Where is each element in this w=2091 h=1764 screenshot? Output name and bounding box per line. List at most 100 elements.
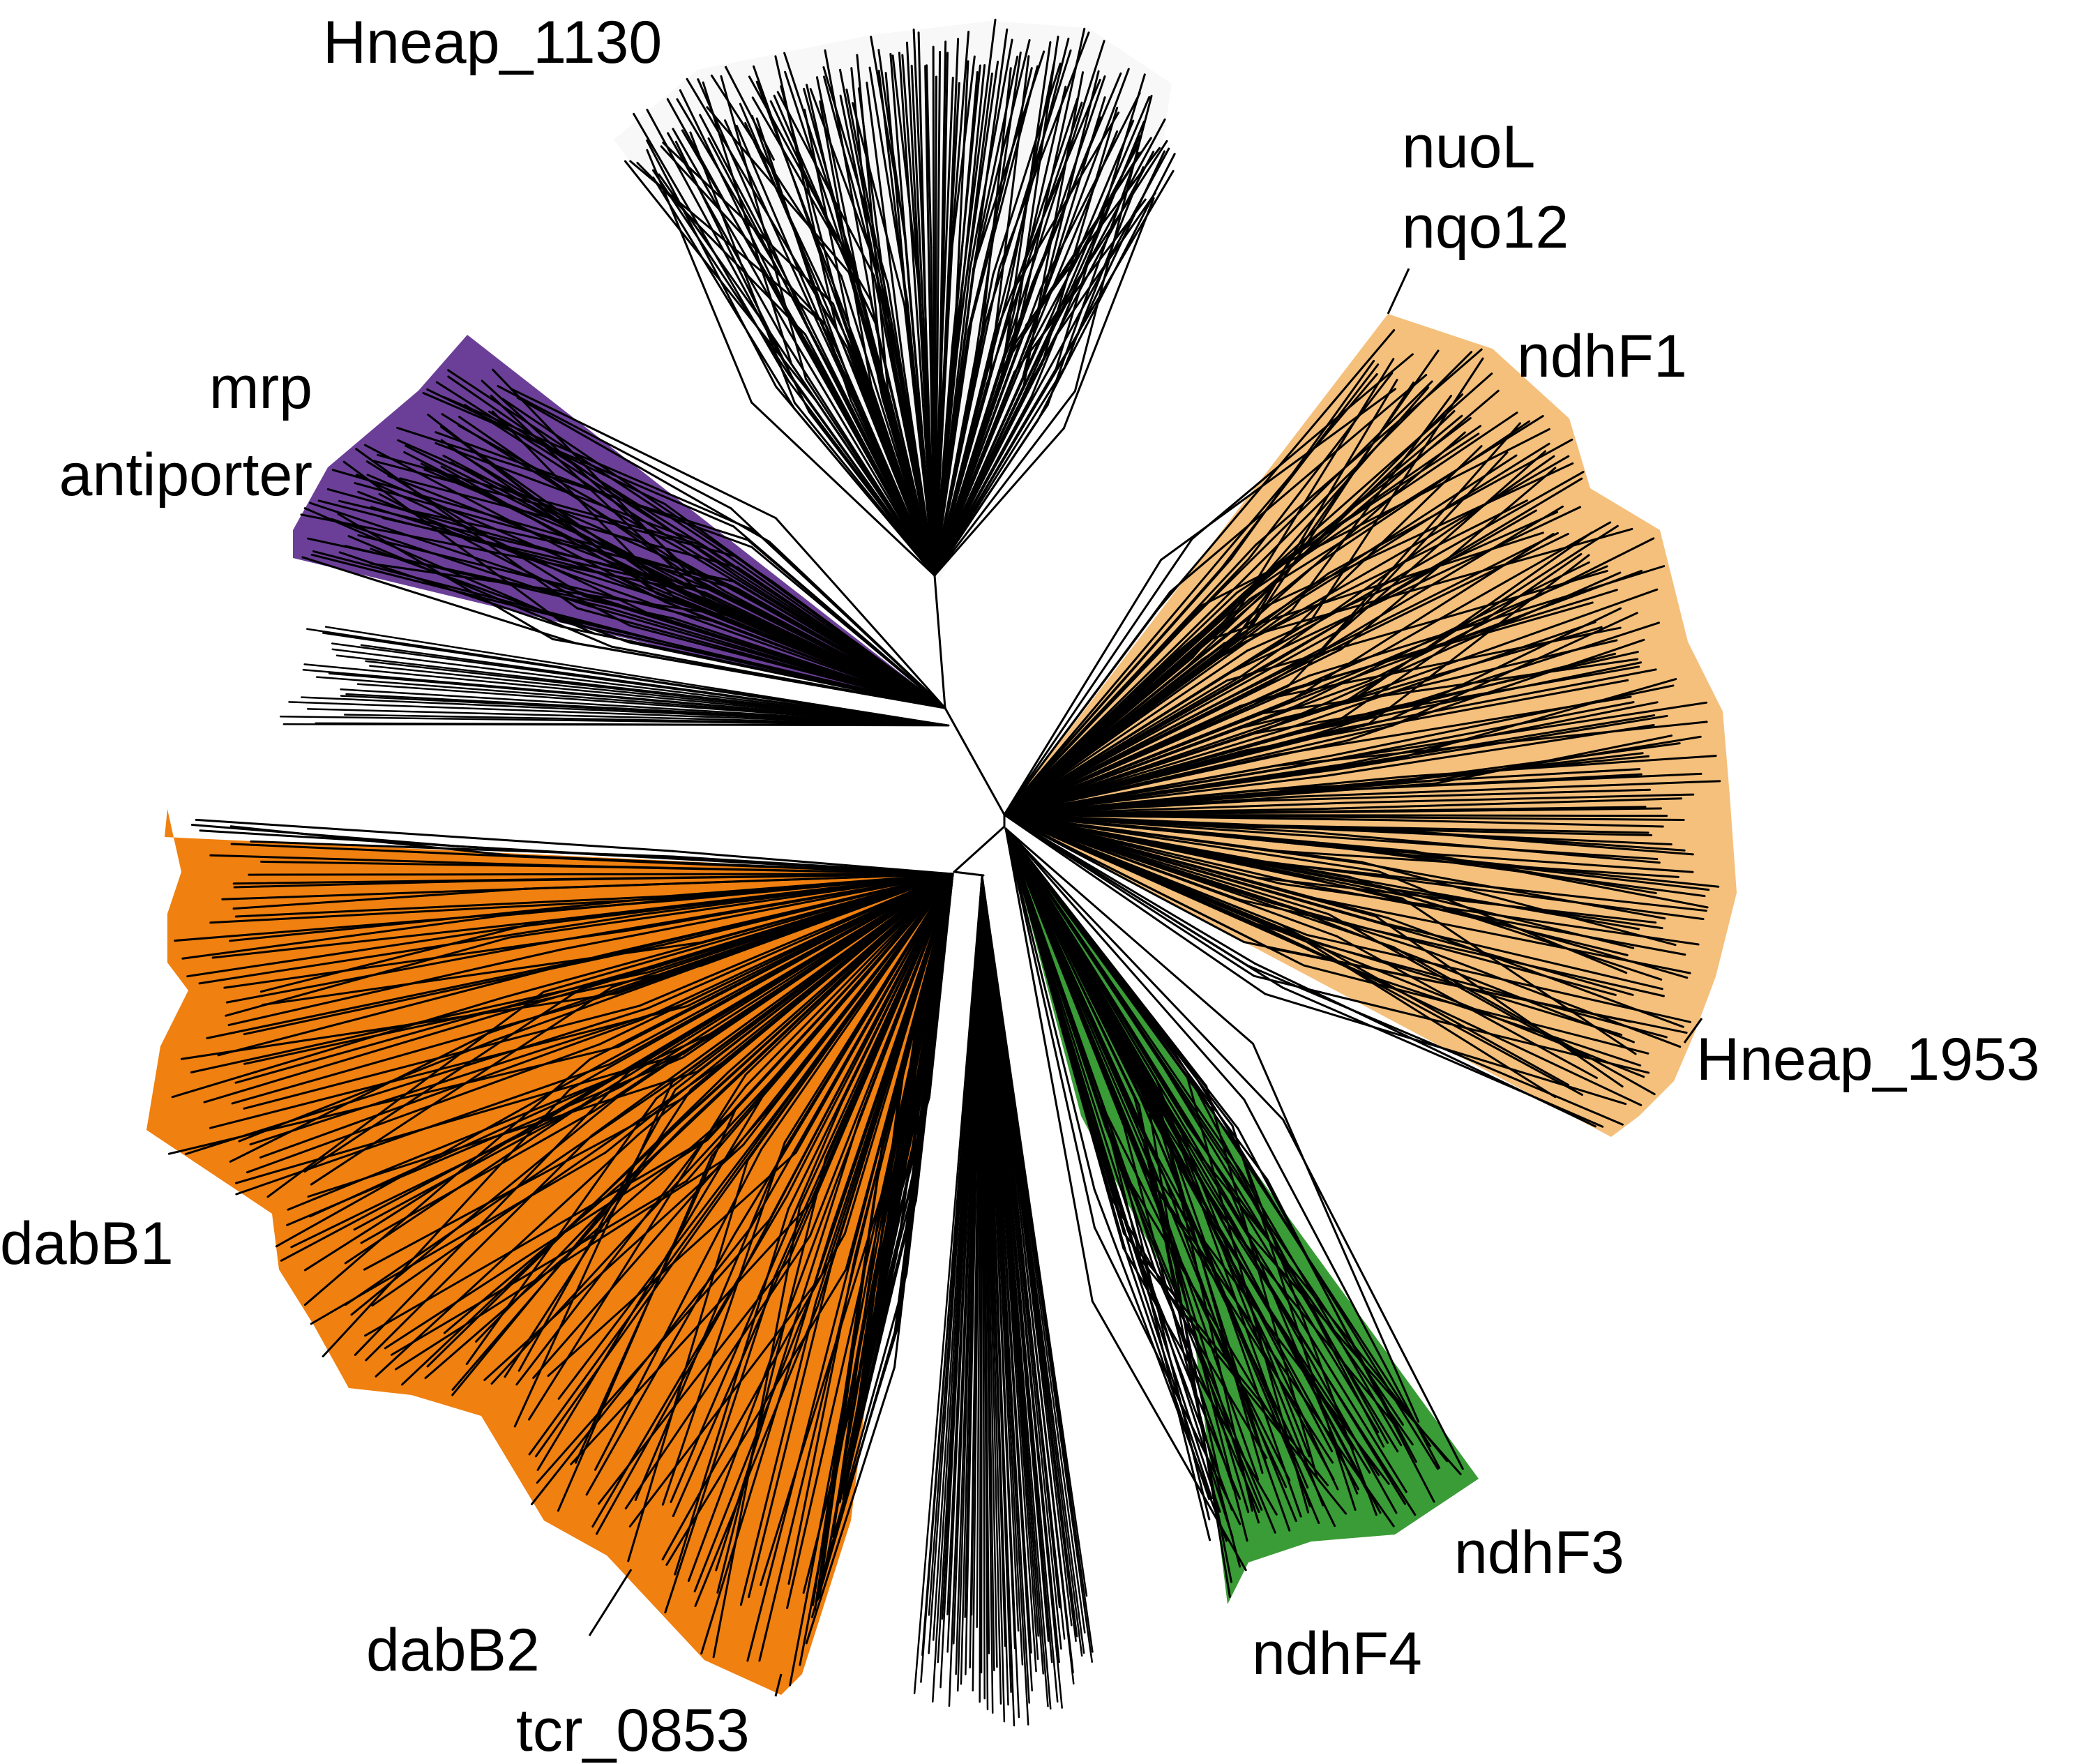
tree-branch xyxy=(1284,621,1596,731)
tree-branch xyxy=(370,506,707,613)
tree-branch xyxy=(1004,827,1145,1143)
tree-branch xyxy=(229,1032,490,1163)
tree-branch xyxy=(259,1018,643,1159)
tree-branch xyxy=(933,390,1076,577)
tree-branch xyxy=(933,336,1042,577)
tree-branch xyxy=(1255,462,1574,612)
tree-branch xyxy=(788,331,936,577)
tree-branch xyxy=(536,1218,771,1484)
tree-branch xyxy=(1004,827,1125,1127)
tree-branch xyxy=(1003,713,1258,816)
tree-branch xyxy=(674,140,810,414)
tree-branch xyxy=(604,605,946,709)
tree-branch xyxy=(198,913,643,985)
tree-branch xyxy=(1252,1042,1420,1423)
tree-branch xyxy=(676,98,780,272)
tree-branch xyxy=(1185,409,1456,668)
tree-branch xyxy=(1227,499,1528,652)
tree-branch xyxy=(732,580,946,709)
tree-branch xyxy=(802,1293,880,1594)
tree-branch xyxy=(1003,642,1225,816)
tree-branch xyxy=(1254,768,1641,792)
tree-branch xyxy=(1345,793,1695,804)
tree-branch xyxy=(531,873,954,924)
tree-branch xyxy=(1313,621,1661,736)
tree-branch xyxy=(1200,428,1550,608)
tree-branch xyxy=(1039,140,1168,339)
tree-branch xyxy=(1003,774,1328,816)
tree-branch xyxy=(1003,635,1361,816)
label-hneap-1130: Hneap_1130 xyxy=(323,9,662,76)
tree-branch xyxy=(1403,894,1689,979)
label-tcr-0853: tcr_0853 xyxy=(516,1697,750,1764)
leader-line-dabB2 xyxy=(588,1569,633,1636)
tree-branch xyxy=(972,50,1046,270)
tree-branch xyxy=(815,76,884,399)
tree-branch xyxy=(288,701,950,727)
tree-branch xyxy=(1250,382,1414,628)
tree-branch xyxy=(282,723,950,727)
tree-branch xyxy=(856,54,889,390)
tree-branch xyxy=(1003,813,1284,989)
tree-branch xyxy=(672,617,946,709)
tree-branch xyxy=(951,55,976,248)
tree-branch xyxy=(996,78,1101,330)
tree-branch xyxy=(317,499,620,579)
tree-branch xyxy=(1221,532,1559,702)
tree-branch xyxy=(1329,807,1662,813)
tree-branch xyxy=(934,75,937,356)
tree-branch xyxy=(1138,1103,1232,1583)
tree-branch xyxy=(174,898,679,942)
tree-branch xyxy=(613,873,954,1078)
tree-branch xyxy=(574,1106,738,1464)
tree-branch xyxy=(1167,1223,1260,1481)
tree-branch xyxy=(665,1268,847,1566)
tree-branch xyxy=(1163,1175,1291,1532)
tree-branch xyxy=(1291,780,1721,798)
tree-branch xyxy=(520,873,954,891)
tree-branch xyxy=(497,384,732,510)
tree-branch xyxy=(355,448,579,610)
tree-branch xyxy=(634,1154,782,1502)
tree-branch xyxy=(1243,1098,1441,1469)
tree-branch xyxy=(331,469,716,581)
tree-branch xyxy=(1380,651,1639,711)
tree-branch xyxy=(933,267,975,577)
tree-branch xyxy=(1313,831,1661,864)
tree-branch xyxy=(1287,451,1509,688)
tree-branches xyxy=(167,18,1721,1727)
tree-branch xyxy=(1387,852,1710,891)
tree-branch xyxy=(940,77,954,357)
tree-branch xyxy=(1011,36,1059,352)
tree-branch xyxy=(1267,626,1622,700)
tree-branch xyxy=(559,625,946,709)
tree-branch xyxy=(1004,827,1103,1102)
tree-branch xyxy=(364,1137,709,1337)
tree-branch xyxy=(354,482,735,589)
tree-branch xyxy=(886,387,936,577)
tree-branch xyxy=(633,112,790,383)
tree-branch xyxy=(682,873,954,1055)
tree-branch xyxy=(806,84,857,299)
tree-branch xyxy=(322,1088,571,1357)
tree-branch xyxy=(981,874,1088,1597)
tree-branch xyxy=(1147,1106,1231,1598)
tree-branch xyxy=(702,81,793,365)
tree-branch xyxy=(703,591,946,709)
tree-branch xyxy=(1103,1120,1276,1534)
tree-branch xyxy=(933,266,1001,577)
tree-branch xyxy=(993,40,1105,386)
tree-branch xyxy=(571,574,946,709)
tree-branch xyxy=(845,873,954,1271)
tree-branch xyxy=(1254,665,1640,734)
tree-branch xyxy=(566,852,954,875)
leader-line-tcr-0853 xyxy=(774,1673,783,1697)
tree-branch xyxy=(1122,1124,1241,1568)
tree-branch xyxy=(758,1150,883,1662)
tree-branch xyxy=(1349,875,1663,981)
tree-branch xyxy=(697,78,811,333)
tree-branch xyxy=(515,1085,748,1386)
tree-branch xyxy=(331,642,950,727)
tree-branch xyxy=(933,370,1016,577)
tree-branch xyxy=(1003,640,1204,816)
